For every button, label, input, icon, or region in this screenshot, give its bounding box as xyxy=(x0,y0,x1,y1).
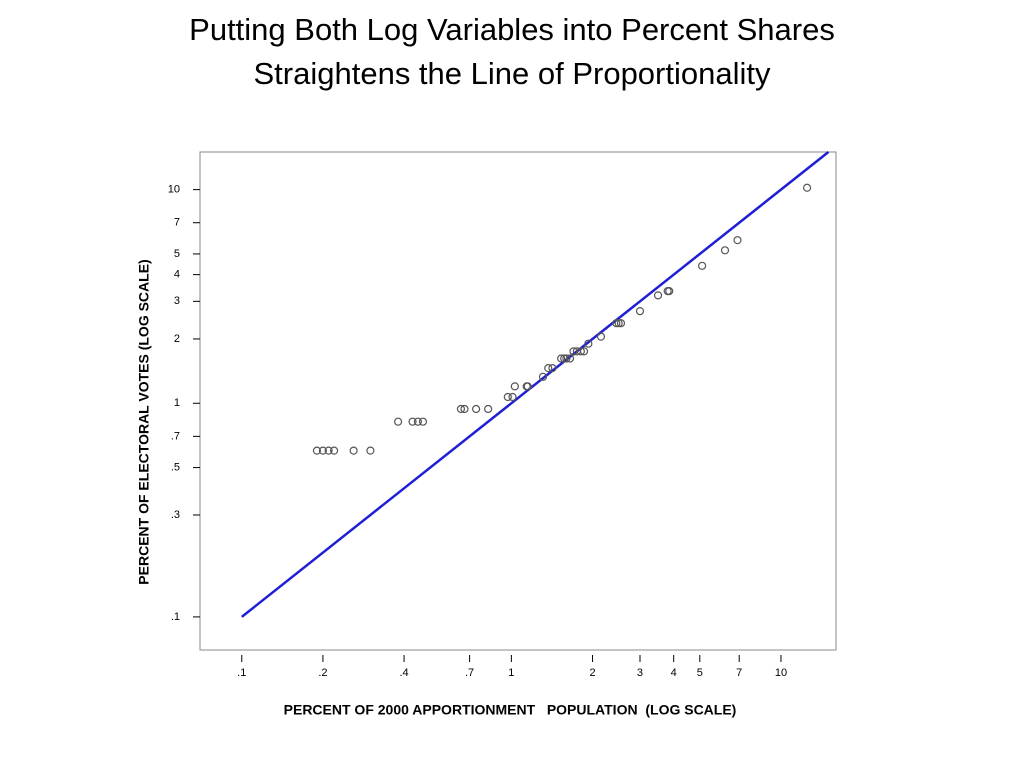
data-point xyxy=(484,404,493,414)
data-point xyxy=(572,347,581,356)
data-point xyxy=(565,354,575,363)
chart-title: Putting Both Log Variables into Percent … xyxy=(189,12,835,47)
y-tick-label: .5 xyxy=(171,461,180,473)
x-tick-label: .2 xyxy=(318,667,327,679)
data-point xyxy=(584,339,593,348)
data-point xyxy=(653,291,663,300)
x-tick-label: 1 xyxy=(508,667,514,679)
y-tick-label: 1 xyxy=(174,397,180,409)
data-point xyxy=(544,364,553,373)
y-tick-label: .1 xyxy=(171,611,180,623)
data-point xyxy=(560,354,569,363)
data-point xyxy=(413,417,422,426)
data-point xyxy=(456,404,466,414)
data-point xyxy=(460,404,469,414)
data-point xyxy=(329,446,339,455)
y-tick-label: 10 xyxy=(168,184,180,196)
data-point xyxy=(522,382,531,391)
x-tick-label: .7 xyxy=(465,667,474,679)
data-point xyxy=(408,417,417,426)
data-point xyxy=(665,286,674,296)
data-point xyxy=(503,392,512,402)
y-axis-label: PERCENT OF ELECTORAL VOTES (LOG SCALE) xyxy=(136,259,152,584)
x-tick-label: 7 xyxy=(736,667,742,679)
proportionality-line xyxy=(240,151,830,618)
data-point xyxy=(698,261,707,270)
y-tick-label: .7 xyxy=(171,430,180,442)
plot-frame xyxy=(199,151,837,651)
y-tick-label: 5 xyxy=(174,248,180,260)
data-point xyxy=(562,354,571,363)
x-tick-label: 10 xyxy=(775,667,787,679)
data-point xyxy=(312,446,322,455)
x-tick-label: 5 xyxy=(697,667,703,679)
data-point xyxy=(324,446,333,455)
x-tick-label: 4 xyxy=(671,667,677,679)
data-point xyxy=(538,372,548,381)
data-point xyxy=(596,332,606,341)
data-point xyxy=(733,236,742,245)
data-point xyxy=(720,246,730,255)
data-point xyxy=(802,183,812,192)
y-tick-label: 7 xyxy=(174,217,180,229)
data-point xyxy=(366,446,375,455)
data-point xyxy=(508,392,517,402)
y-tick-label: 4 xyxy=(174,269,180,281)
x-axis-label: PERCENT OF 2000 APPORTIONMENT POPULATION… xyxy=(284,702,737,718)
data-point xyxy=(418,417,428,426)
x-tick-label: 2 xyxy=(589,667,595,679)
data-point xyxy=(635,307,645,316)
x-tick-label: .4 xyxy=(399,667,408,679)
chart-title: Straightens the Line of Proportionality xyxy=(254,56,771,91)
data-point xyxy=(614,319,623,328)
data-point xyxy=(616,319,626,328)
x-tick-label: 3 xyxy=(637,667,643,679)
data-point xyxy=(612,319,621,328)
y-tick-label: 3 xyxy=(174,295,180,307)
data-point xyxy=(318,446,328,455)
data-point xyxy=(548,364,557,373)
data-point xyxy=(393,417,403,426)
y-tick-label: .3 xyxy=(171,509,180,521)
data-point xyxy=(472,404,481,414)
data-point xyxy=(349,446,358,455)
data-point xyxy=(557,354,566,363)
data-point xyxy=(569,347,578,356)
data-point xyxy=(510,382,519,391)
y-tick-label: 2 xyxy=(174,333,180,345)
x-tick-label: .1 xyxy=(237,667,246,679)
